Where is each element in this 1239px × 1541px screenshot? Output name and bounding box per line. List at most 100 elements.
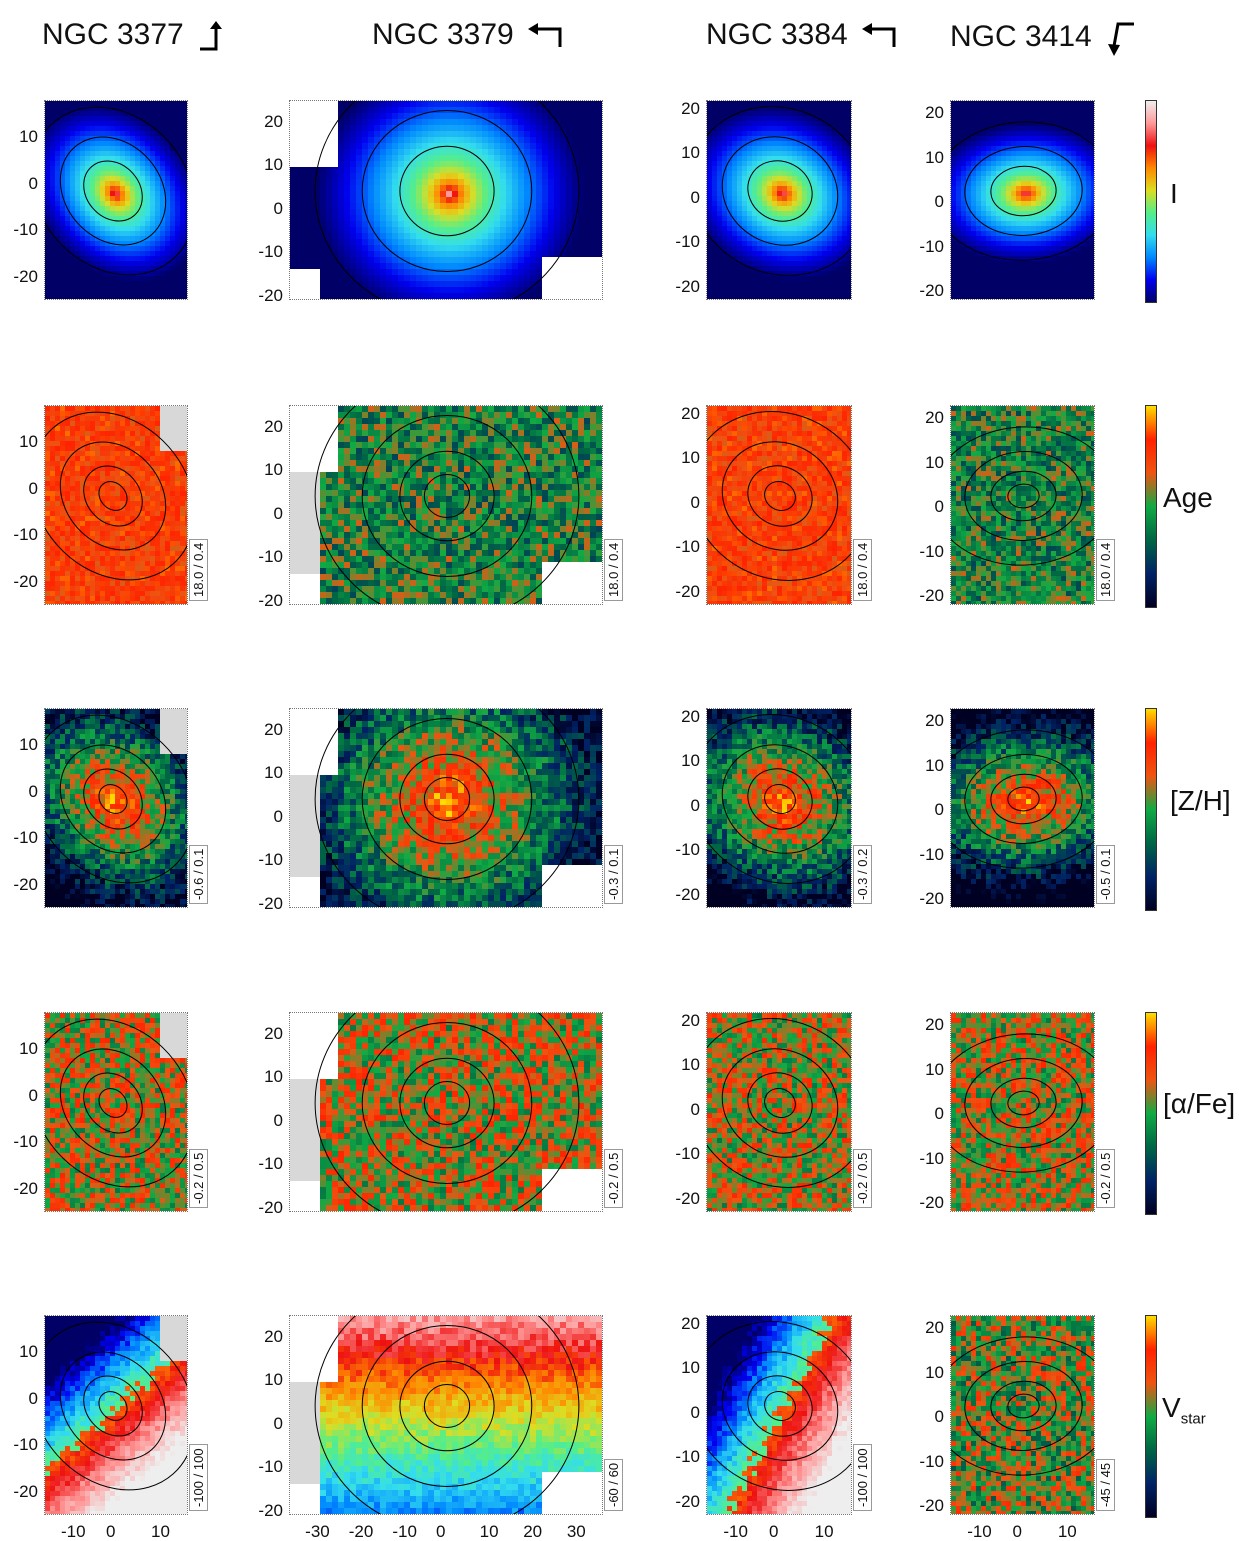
isophote-contour [951,1336,1094,1476]
map-panel-ngc3377-row-2 [44,708,188,908]
x-tick-label: 0 [1013,1523,1022,1540]
isophote-contour [314,101,580,299]
colorbar-label: Age [1163,482,1213,514]
galaxy-name: NGC 3377 [42,18,184,51]
colorbar-label: [α/Fe] [1163,1088,1235,1120]
y-tick-label: 0 [935,1408,944,1425]
y-tick-label: -10 [13,1436,38,1453]
x-tick-label: 0 [436,1523,445,1540]
isophote-contour [951,1033,1094,1173]
x-tick-label: 20 [523,1523,542,1540]
y-tick-label: -10 [258,1155,283,1172]
isophote-contour [707,714,851,884]
x-tick-label: -10 [61,1523,86,1540]
isophote-contour [361,1021,533,1185]
y-tick-label: -20 [258,1199,283,1216]
y-tick-label: 20 [925,1016,944,1033]
isophote-contour [59,744,167,854]
isophote-contour [361,109,533,273]
y-tick-label: -10 [675,1448,700,1465]
y-tick-label: -10 [258,243,283,260]
y-tick-label: 10 [925,149,944,166]
isophote-contour [423,777,471,821]
map-image [707,101,851,299]
y-tick-label: 0 [29,1087,38,1104]
y-tick-label: -20 [919,890,944,907]
y-tick-label: -20 [13,573,38,590]
isophote-contour [707,411,851,581]
map-panel-ngc3379-row-4 [289,1315,603,1515]
y-tick-label: 20 [681,405,700,422]
y-tick-label: 10 [925,1364,944,1381]
isophote-contour [399,1057,495,1149]
isophote-contour [964,451,1083,541]
y-tick-label: 10 [19,1343,38,1360]
y-tick-label: -20 [675,278,700,295]
y-tick-label: -20 [13,876,38,893]
map-panel-ngc3377-row-1 [44,405,188,605]
isophote-contour [1007,1393,1040,1419]
y-tick-label: 0 [691,1101,700,1118]
y-tick-label: 10 [19,433,38,450]
x-tick-label: -10 [392,1523,417,1540]
isophote-contour [314,709,580,907]
isophote-contour [59,441,167,551]
y-tick-label: 0 [935,801,944,818]
y-tick-label: 20 [925,104,944,121]
y-tick-label: 0 [29,480,38,497]
y-tick-label: -20 [919,1194,944,1211]
map-image [290,406,602,604]
map-image [707,709,851,907]
isophote-contour [964,1058,1083,1148]
y-tick-label: -10 [675,538,700,555]
color-range-label: -0.5 / 0.1 [1096,844,1115,904]
isophote-contour [951,121,1094,261]
map-image [951,1013,1094,1211]
colorbar-metallicity [1145,708,1157,911]
x-tick-label: -20 [349,1523,374,1540]
y-tick-label: 10 [264,764,283,781]
y-tick-label: -10 [258,1458,283,1475]
y-tick-label: -20 [258,1502,283,1519]
isophote-contour [361,414,533,578]
isophote-contour [721,136,839,246]
y-tick-label: -10 [919,1453,944,1470]
y-tick-label: -10 [258,548,283,565]
isophote-contour [98,784,128,814]
y-tick-label: 20 [925,1319,944,1336]
map-image [290,101,602,299]
isophote-contour [964,1361,1083,1451]
y-tick-label: 20 [925,712,944,729]
y-tick-label: -20 [919,587,944,604]
map-panel-ngc3384-row-0 [706,100,852,300]
galaxy-name: NGC 3384 [706,18,848,51]
y-tick-label: 10 [19,1040,38,1057]
map-panel-ngc3384-row-3 [706,1012,852,1212]
isophote-contour [951,729,1094,869]
color-range-label: -0.6 / 0.1 [189,844,208,904]
isophote-contour [764,1391,796,1421]
y-tick-label: 0 [274,200,283,217]
isophote-contour [747,465,813,527]
y-tick-label: -20 [258,895,283,912]
y-tick-label: -20 [13,268,38,285]
isophote-contour [707,1018,851,1188]
y-tick-label: -10 [13,1133,38,1150]
isophote-contour [361,1324,533,1488]
map-panel-ngc3379-row-2 [289,708,603,908]
color-range-label: -0.2 / 0.5 [1096,1148,1115,1208]
column-title-ngc3414: NGC 3414 [950,18,1138,58]
galaxy-name: NGC 3414 [950,20,1092,53]
x-tick-label: -10 [967,1523,992,1540]
isophote-contour [423,1081,471,1125]
y-tick-label: 10 [681,449,700,466]
y-tick-label: 0 [274,505,283,522]
color-range-label: -100 / 100 [189,1444,208,1511]
y-tick-label: 10 [925,1061,944,1078]
y-tick-label: 20 [264,1025,283,1042]
isophote-contour [98,1391,128,1421]
y-tick-label: 10 [264,1068,283,1085]
y-tick-label: 10 [264,1371,283,1388]
column-title-ngc3379: NGC 3379 [372,18,566,52]
orientation-arrow-icon [862,23,896,48]
